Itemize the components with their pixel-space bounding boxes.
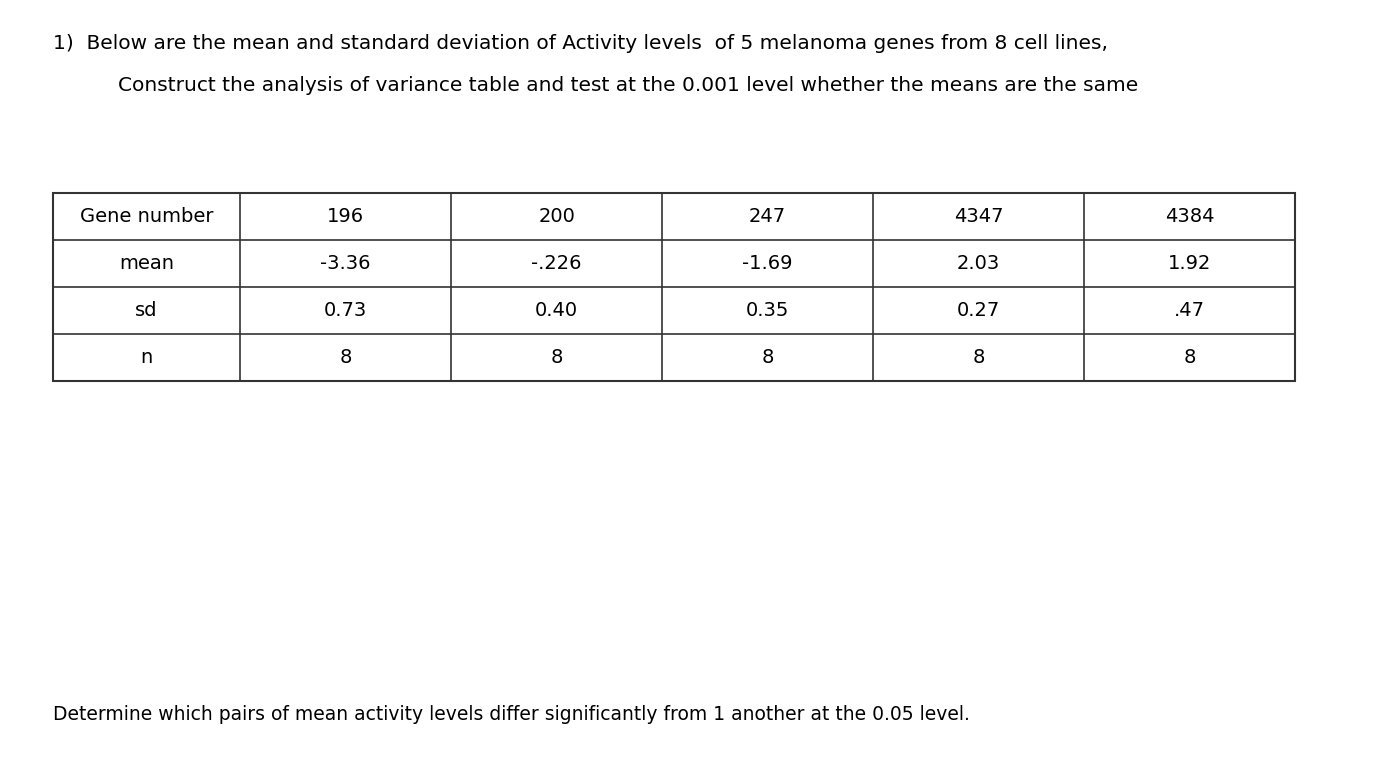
Text: -1.69: -1.69 xyxy=(743,254,793,274)
Text: -.226: -.226 xyxy=(532,254,582,274)
Text: 8: 8 xyxy=(973,348,984,368)
Text: 0.40: 0.40 xyxy=(534,301,579,321)
Text: 8: 8 xyxy=(551,348,562,368)
Text: n: n xyxy=(140,348,153,368)
Text: 8: 8 xyxy=(340,348,351,368)
Text: 4384: 4384 xyxy=(1165,207,1214,227)
Text: -3.36: -3.36 xyxy=(321,254,371,274)
Text: 2.03: 2.03 xyxy=(956,254,1001,274)
Text: Gene number: Gene number xyxy=(79,207,214,227)
Text: Determine which pairs of mean activity levels differ significantly from 1 anothe: Determine which pairs of mean activity l… xyxy=(53,705,970,724)
Text: 1)  Below are the mean and standard deviation of Activity levels  of 5 melanoma : 1) Below are the mean and standard devia… xyxy=(53,34,1108,53)
Text: 8: 8 xyxy=(1184,348,1195,368)
Text: 196: 196 xyxy=(328,207,364,227)
Text: 1.92: 1.92 xyxy=(1167,254,1212,274)
Text: 0.35: 0.35 xyxy=(745,301,790,321)
Text: 200: 200 xyxy=(539,207,575,227)
Text: sd: sd xyxy=(135,301,158,321)
Text: 8: 8 xyxy=(762,348,773,368)
Text: 4347: 4347 xyxy=(954,207,1004,227)
Text: 247: 247 xyxy=(750,207,786,227)
Text: 0.27: 0.27 xyxy=(956,301,1001,321)
Text: .47: .47 xyxy=(1174,301,1205,321)
Text: mean: mean xyxy=(119,254,174,274)
Text: 0.73: 0.73 xyxy=(323,301,368,321)
Text: Construct the analysis of variance table and test at the 0.001 level whether the: Construct the analysis of variance table… xyxy=(118,76,1138,95)
